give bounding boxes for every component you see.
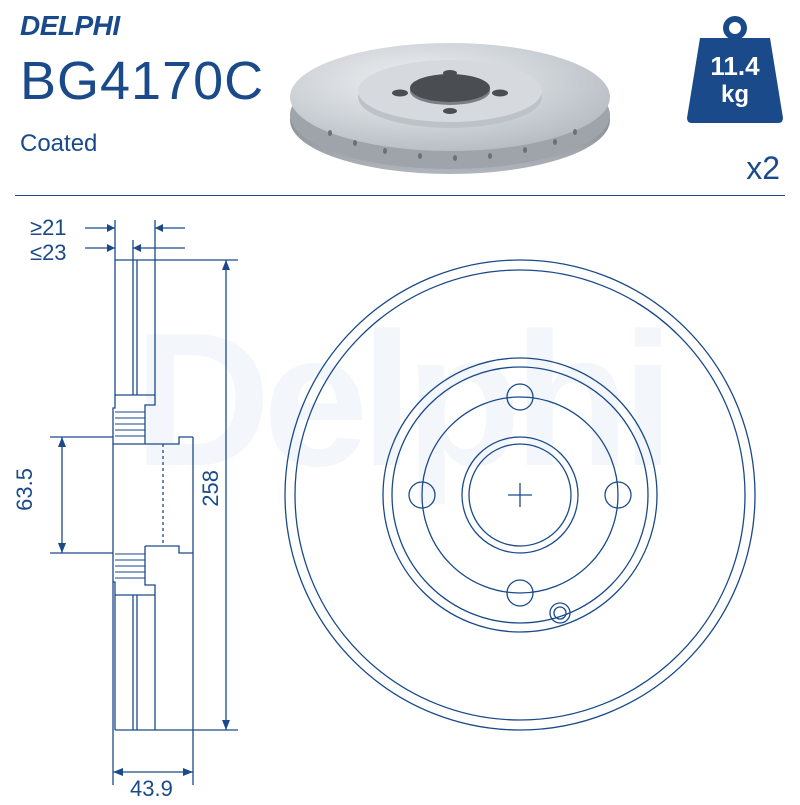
dim-hub-height [50, 437, 113, 553]
weight-value: 11.4 [710, 51, 760, 81]
front-view [285, 260, 755, 730]
dim-thickness-min: ≥21 [30, 215, 67, 241]
quantity-label: x2 [746, 150, 780, 187]
header-block: DELPHI BG4170C Coated [0, 0, 800, 190]
dim-thickness [85, 220, 185, 260]
disc-3d-render [280, 15, 620, 195]
dim-diameter [155, 260, 238, 730]
dim-hub-width [113, 553, 193, 785]
header-divider [15, 195, 785, 196]
weight-unit: kg [721, 81, 749, 108]
weight-badge: 11.4 kg [680, 10, 790, 130]
dim-hub-width: 43.9 [130, 776, 173, 802]
side-view [113, 260, 193, 730]
dim-hub-height: 63.5 [12, 468, 38, 511]
technical-drawing-area: ≥21 ≤23 63.5 258 43.9 [0, 200, 800, 800]
dim-diameter: 258 [198, 470, 224, 507]
dim-thickness-max: ≤23 [30, 240, 67, 266]
